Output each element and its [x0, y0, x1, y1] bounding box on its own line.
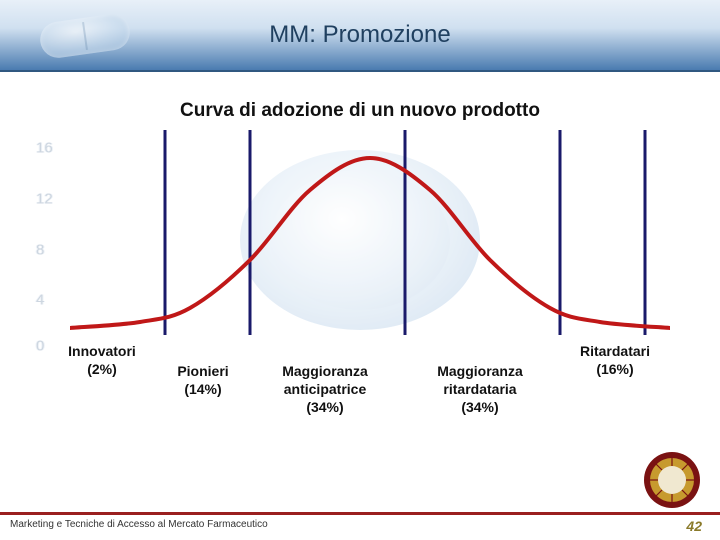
category-percent: (16%): [560, 360, 670, 378]
category-name: Innovatori: [68, 343, 136, 359]
category-labels: Innovatori(2%)Pionieri(14%)Maggioranza a…: [40, 360, 680, 440]
curve-svg: [70, 130, 670, 340]
adoption-curve-chart: 1612840: [40, 130, 680, 360]
category-name: Pionieri: [177, 363, 228, 379]
y-tick-label: 4: [36, 292, 44, 309]
header-band: MM: Promozione: [0, 0, 720, 72]
y-tick-label: 16: [36, 140, 53, 157]
category-label: Maggioranza ritardataria(34%): [410, 362, 550, 417]
chart-title: Curva di adozione di un nuovo prodotto: [0, 100, 720, 122]
y-tick-label: 8: [36, 241, 44, 258]
page-title: MM: Promozione: [269, 21, 450, 49]
category-percent: (14%): [158, 380, 248, 398]
footer: Marketing e Tecniche di Accesso al Merca…: [0, 512, 720, 540]
category-label: Innovatori(2%): [52, 342, 152, 378]
header-pill-decor: [38, 12, 132, 60]
category-percent: (2%): [52, 360, 152, 378]
category-name: Ritardatari: [580, 343, 650, 359]
category-percent: (34%): [410, 398, 550, 416]
category-name: Maggioranza anticipatrice: [282, 363, 368, 397]
category-percent: (34%): [255, 398, 395, 416]
category-label: Maggioranza anticipatrice(34%): [255, 362, 395, 417]
university-seal-icon: [642, 450, 702, 510]
adoption-curve-line: [70, 158, 670, 328]
y-tick-label: 12: [36, 191, 53, 208]
y-tick-label: 0: [36, 338, 44, 355]
slide-number: 42: [686, 518, 702, 534]
category-label: Pionieri(14%): [158, 362, 248, 398]
category-name: Maggioranza ritardataria: [437, 363, 523, 397]
category-label: Ritardatari(16%): [560, 342, 670, 378]
footer-text: Marketing e Tecniche di Accesso al Merca…: [10, 519, 268, 530]
